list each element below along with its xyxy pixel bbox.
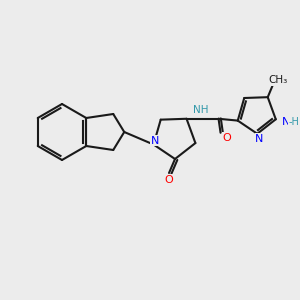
Text: O: O	[165, 175, 173, 185]
Text: N: N	[282, 117, 290, 127]
Text: O: O	[222, 133, 231, 143]
Text: NH: NH	[193, 105, 208, 115]
Text: -H: -H	[288, 117, 299, 127]
Text: N: N	[255, 134, 263, 144]
Text: CH₃: CH₃	[268, 75, 287, 85]
Text: N: N	[150, 136, 159, 146]
